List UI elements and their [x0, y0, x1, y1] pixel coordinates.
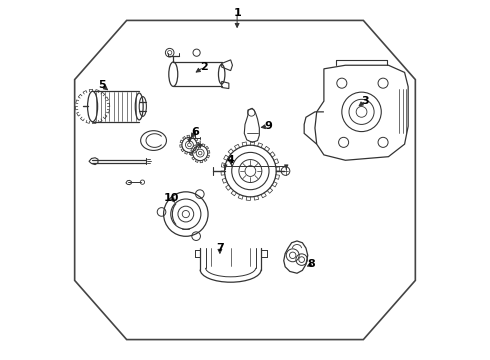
- Text: 9: 9: [265, 121, 272, 131]
- Text: 2: 2: [200, 62, 208, 72]
- Text: 10: 10: [164, 193, 179, 203]
- Text: 7: 7: [216, 243, 224, 253]
- Text: 1: 1: [233, 8, 241, 18]
- Text: 5: 5: [98, 80, 105, 90]
- Text: 8: 8: [307, 259, 315, 269]
- Text: 6: 6: [191, 127, 199, 136]
- Text: 3: 3: [361, 96, 369, 106]
- Text: 4: 4: [227, 155, 235, 165]
